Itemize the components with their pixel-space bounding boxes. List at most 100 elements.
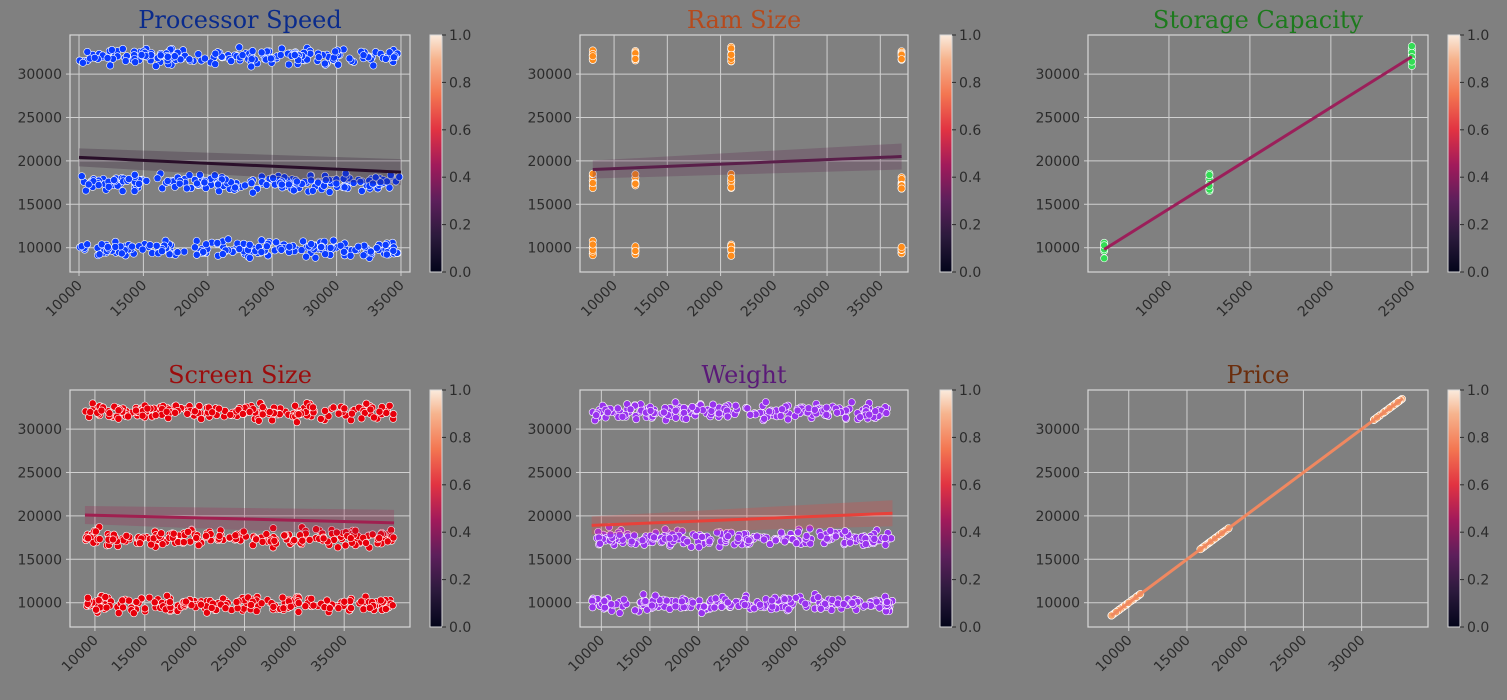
data-point: [200, 54, 209, 63]
data-point: [270, 536, 279, 545]
x-tick-label: 30000: [759, 633, 802, 676]
chart-title: Price: [1227, 361, 1290, 389]
colorbar: [1447, 34, 1461, 273]
data-point: [145, 593, 154, 602]
data-point: [108, 45, 116, 54]
y-tick-label: 15000: [527, 552, 572, 568]
colorbar-tick-label: 1.0: [959, 383, 981, 399]
data-point: [150, 598, 159, 607]
data-point: [765, 407, 774, 416]
data-point: [166, 598, 174, 606]
x-tick-label: 10000: [1133, 278, 1176, 321]
data-point: [215, 404, 223, 413]
data-point: [607, 600, 616, 609]
data-point: [365, 604, 374, 612]
data-point: [710, 603, 719, 612]
data-point: [218, 250, 227, 258]
data-point: [697, 609, 706, 617]
data-point: [382, 409, 391, 417]
data-point: [77, 172, 86, 181]
x-tick-label: 15000: [631, 278, 674, 321]
data-point: [368, 179, 377, 188]
data-point: [671, 406, 680, 415]
data-point: [665, 534, 674, 543]
data-point: [870, 534, 879, 543]
data-point: [385, 401, 394, 410]
data-point: [646, 406, 655, 415]
data-point: [272, 238, 281, 247]
data-point: [588, 179, 597, 187]
data-point: [84, 180, 93, 189]
data-point: [124, 412, 132, 421]
data-point: [319, 534, 328, 543]
data-point: [102, 603, 111, 612]
data-point: [321, 250, 330, 259]
confidence-band: [591, 500, 893, 535]
x-tick-label: 20000: [172, 278, 215, 321]
data-point: [170, 52, 179, 61]
data-point: [650, 533, 658, 542]
x-tick-label: 10000: [565, 633, 608, 676]
colorbar-tick-label: 0.6: [449, 123, 471, 139]
data-point: [325, 188, 334, 196]
y-tick-label: 20000: [1035, 154, 1080, 170]
data-point: [828, 596, 837, 604]
colorbar-tick-label: 1.0: [959, 28, 981, 44]
data-point: [238, 410, 247, 418]
data-point: [375, 534, 384, 543]
data-point: [883, 598, 891, 606]
data-point: [771, 536, 780, 545]
x-tick-label: 25000: [236, 278, 279, 321]
y-tick-label: 10000: [17, 241, 62, 257]
data-point: [321, 406, 329, 415]
data-point: [784, 415, 792, 424]
x-tick-label: 30000: [258, 633, 301, 676]
y-tick-label: 25000: [1035, 110, 1080, 126]
data-point: [357, 414, 366, 423]
data-point: [814, 593, 822, 602]
panel-0: Processor Speed 10000 15000 20000 25000 30000…: [17, 6, 471, 320]
data-point: [231, 531, 240, 540]
data-point: [312, 525, 320, 534]
data-point: [214, 180, 222, 189]
data-point: [810, 405, 819, 414]
x-tick-label: 20000: [662, 633, 705, 676]
data-point: [334, 604, 343, 613]
data-point: [211, 49, 220, 58]
colorbar: [429, 389, 443, 628]
data-point: [241, 181, 249, 190]
data-point: [195, 170, 204, 179]
data-point: [389, 533, 398, 542]
data-point: [671, 602, 680, 611]
data-point: [351, 526, 360, 535]
x-tick-label: 15000: [109, 633, 152, 676]
data-point: [124, 596, 133, 605]
data-point: [92, 605, 100, 614]
data-point: [317, 243, 326, 251]
data-point: [156, 51, 165, 60]
data-point: [184, 527, 192, 536]
data-point: [780, 595, 789, 604]
data-point: [118, 596, 127, 605]
data-point: [359, 51, 368, 60]
data-point: [307, 594, 316, 603]
data-point: [290, 51, 299, 59]
data-point: [841, 527, 849, 536]
data-point: [151, 411, 160, 420]
data-point: [106, 61, 115, 70]
x-tick-label: 10000: [59, 633, 102, 676]
data-point: [805, 524, 814, 533]
data-point: [138, 245, 147, 254]
x-tick-label: 25000: [711, 633, 754, 676]
data-point: [215, 532, 224, 540]
data-point: [289, 186, 298, 195]
x-tick-label: 20000: [1209, 633, 1252, 676]
data-point: [197, 415, 206, 423]
data-point: [235, 245, 244, 253]
colorbar-tick-label: 0.6: [959, 123, 981, 139]
colorbar-tick-label: 0.6: [449, 478, 471, 494]
data-point: [163, 177, 172, 185]
colorbar-tick-label: 0.2: [959, 218, 981, 234]
